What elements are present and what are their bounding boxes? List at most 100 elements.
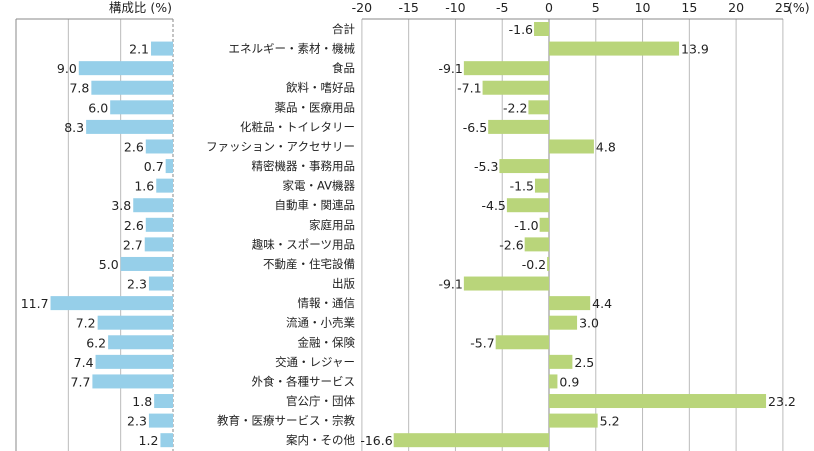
right-data-label: 2.5 bbox=[574, 355, 594, 370]
left-bar bbox=[156, 178, 173, 193]
right-bar bbox=[463, 61, 549, 76]
right-data-label: -6.5 bbox=[463, 120, 487, 135]
left-data-label: 0.7 bbox=[144, 159, 164, 174]
right-data-label: -1.5 bbox=[510, 179, 534, 194]
right-data-label: -1.0 bbox=[514, 218, 538, 233]
right-axis-unit: (%) bbox=[788, 0, 810, 15]
category-label: エネルギー・素材・機械 bbox=[229, 42, 356, 56]
category-label: 教育・医療サービス・宗教 bbox=[217, 414, 355, 428]
category-label: ファッション・アクセサリー bbox=[206, 139, 355, 153]
x-tick-label: 10 bbox=[635, 0, 651, 15]
right-bar bbox=[463, 276, 549, 291]
left-bar bbox=[133, 198, 173, 213]
right-data-label: 3.0 bbox=[579, 316, 599, 331]
left-bar bbox=[160, 433, 173, 448]
category-label: 流通・小売業 bbox=[286, 316, 355, 330]
right-bar bbox=[528, 100, 549, 115]
category-label: 薬品・医療用品 bbox=[275, 100, 356, 114]
left-bar bbox=[78, 61, 173, 76]
left-data-label: 1.6 bbox=[134, 179, 154, 194]
left-bar bbox=[148, 276, 173, 291]
right-data-label: 13.9 bbox=[681, 42, 709, 57]
left-data-label: 1.8 bbox=[132, 394, 152, 409]
right-data-label: -2.2 bbox=[503, 100, 527, 115]
x-tick-label: -5 bbox=[496, 0, 508, 15]
right-bar bbox=[549, 374, 558, 389]
category-label: 飲料・嗜好品 bbox=[286, 81, 355, 95]
right-bar bbox=[506, 198, 549, 213]
x-tick-label: 0 bbox=[545, 0, 553, 15]
category-label: 食品 bbox=[332, 61, 355, 75]
left-data-label: 8.3 bbox=[64, 120, 84, 135]
left-bar bbox=[120, 256, 173, 271]
category-label: 情報・通信 bbox=[298, 296, 356, 310]
right-data-label: 5.2 bbox=[600, 414, 620, 429]
category-label: 案内・その他 bbox=[286, 433, 355, 447]
left-bar bbox=[144, 237, 173, 252]
left-data-label: 2.6 bbox=[124, 139, 144, 154]
right-bar bbox=[495, 335, 549, 350]
left-bar bbox=[95, 354, 173, 369]
left-bar bbox=[165, 159, 173, 174]
category-label: 金融・保険 bbox=[298, 335, 356, 349]
right-bar bbox=[549, 41, 680, 56]
right-data-label: -5.3 bbox=[474, 159, 498, 174]
category-label: 交通・レジャー bbox=[275, 355, 355, 369]
x-tick-label: 25 bbox=[775, 0, 791, 15]
right-data-label: -9.1 bbox=[438, 61, 462, 76]
left-bar bbox=[110, 100, 173, 115]
category-label: 不動産・住宅設備 bbox=[263, 257, 355, 271]
left-data-label: 7.7 bbox=[71, 374, 91, 389]
right-bar bbox=[549, 139, 594, 154]
category-label: 家電・AV機器 bbox=[283, 179, 356, 193]
left-bar bbox=[108, 335, 173, 350]
category-label: 出版 bbox=[332, 277, 355, 291]
x-tick-label: 20 bbox=[728, 0, 744, 15]
left-data-label: 11.7 bbox=[21, 296, 49, 311]
left-bar bbox=[151, 41, 173, 56]
right-data-label: 4.4 bbox=[592, 296, 612, 311]
right-data-label: -9.1 bbox=[438, 277, 462, 292]
category-label: 合計 bbox=[332, 22, 355, 36]
left-bar bbox=[86, 119, 173, 134]
left-bar bbox=[148, 413, 173, 428]
right-bar bbox=[534, 22, 549, 36]
right-bar bbox=[482, 80, 549, 95]
right-bar bbox=[549, 315, 578, 330]
right-data-label: -0.2 bbox=[522, 257, 546, 272]
left-bar bbox=[145, 139, 173, 154]
right-bar bbox=[549, 296, 591, 311]
right-bar bbox=[549, 354, 573, 369]
x-tick-label: -10 bbox=[445, 0, 465, 15]
category-label: 官公庁・団体 bbox=[286, 394, 355, 408]
left-data-label: 7.8 bbox=[69, 81, 89, 96]
left-data-label: 7.4 bbox=[74, 355, 94, 370]
right-bar bbox=[549, 413, 598, 428]
left-data-label: 3.8 bbox=[111, 198, 131, 213]
right-data-label: 4.8 bbox=[596, 139, 616, 154]
right-data-label: -5.7 bbox=[470, 335, 494, 350]
right-data-label: -2.6 bbox=[499, 237, 523, 252]
category-label: 自動車・関連品 bbox=[275, 198, 356, 212]
left-data-label: 7.2 bbox=[76, 316, 96, 331]
left-data-label: 2.6 bbox=[124, 218, 144, 233]
right-bar bbox=[539, 217, 549, 232]
right-data-label: -1.6 bbox=[509, 22, 533, 37]
right-data-label: -16.6 bbox=[360, 433, 392, 448]
x-tick-label: -20 bbox=[352, 0, 372, 15]
right-bar bbox=[549, 394, 767, 409]
category-label: 化粧品・トイレタリー bbox=[240, 120, 355, 134]
left-bar bbox=[145, 217, 173, 232]
left-data-label: 2.7 bbox=[123, 237, 143, 252]
left-bar bbox=[50, 296, 173, 311]
category-label: 外食・各種サービス bbox=[252, 374, 356, 388]
left-data-label: 5.0 bbox=[99, 257, 119, 272]
right-data-label: 0.9 bbox=[559, 374, 579, 389]
left-data-label: 6.2 bbox=[86, 335, 106, 350]
left-bar bbox=[92, 374, 173, 389]
x-tick-label: 5 bbox=[592, 0, 600, 15]
left-data-label: 9.0 bbox=[57, 61, 77, 76]
right-bar bbox=[499, 159, 549, 174]
left-chart-title: 構成比 (%) bbox=[109, 0, 172, 15]
left-data-label: 2.3 bbox=[127, 414, 147, 429]
